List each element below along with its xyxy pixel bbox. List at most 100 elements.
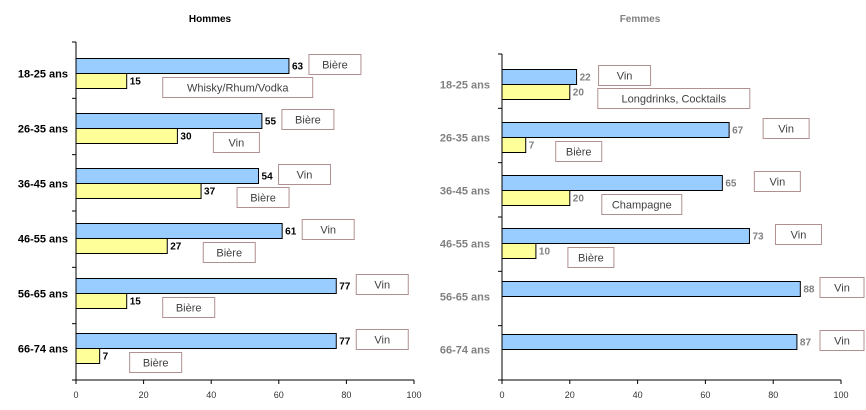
annotation-label: Vin [229,138,245,150]
annotation-box [202,242,256,263]
bar [75,348,101,364]
data-label: 67 [732,126,744,137]
annotation-label: Bière [143,358,169,370]
panel-title: Hommes [189,14,232,25]
data-label: 15 [130,297,142,308]
bar [75,183,202,199]
annotation-box [819,330,865,351]
data-label: 20 [573,88,585,99]
data-label: 77 [339,282,351,293]
bar [75,278,337,294]
annotation-box [567,247,615,268]
data-label: 88 [803,285,815,296]
category-label: 56-65 ans [18,289,68,301]
annotation-label: Vin [769,177,785,189]
bar [501,190,571,206]
bar [501,228,750,244]
annotation-box [129,352,183,373]
annotation-box [598,65,652,86]
data-label: 77 [339,337,351,348]
category-label: 66-74 ans [18,344,68,356]
annotation-label: Vin [834,283,850,295]
category-label: 46-55 ans [18,234,68,246]
category-label: 36-45 ans [440,186,490,198]
category-label: 18-25 ans [440,80,490,92]
data-label: 30 [180,132,192,143]
annotation-label: Bière [216,248,242,260]
annotation-box [555,141,603,162]
bar [501,137,527,153]
bar [75,113,263,129]
bar [75,58,290,74]
category-label: 26-35 ans [440,133,490,145]
category-label: 66-74 ans [440,345,490,357]
annotation-label: Vin [374,335,390,347]
annotation-label: Vin [617,71,633,83]
data-label: 65 [725,179,737,190]
annotation-box [278,164,332,185]
bar [501,69,578,85]
annotation-box [753,171,801,192]
x-tick-label: 20 [565,390,575,400]
panel-title: Femmes [620,14,661,25]
annotation-box [162,77,314,98]
annotation-label: Vin [320,225,336,237]
annotation-box [236,187,290,208]
bar [501,175,723,191]
annotation-label: Bière [250,193,276,205]
annotation-label: Champagne [612,200,672,212]
annotation-label: Vin [834,336,850,348]
data-label: 63 [292,62,304,73]
data-label: 20 [573,194,585,205]
data-label: 55 [265,117,277,128]
annotation-box [355,274,409,295]
annotation-label: Bière [322,60,348,72]
data-label: 87 [800,338,812,349]
annotation-label: Vin [374,280,390,292]
bar [75,73,128,89]
annotation-label: Bière [295,115,321,127]
annotation-box [819,277,865,298]
annotation-label: Vin [297,170,313,182]
data-label: 54 [262,172,274,183]
x-tick-label: 40 [633,390,643,400]
category-label: 18-25 ans [18,69,68,81]
annotation-label: Whisky/Rhum/Vodka [187,83,289,95]
data-label: 61 [285,227,297,238]
annotation-label: Longdrinks, Cocktails [622,94,727,106]
data-label: 27 [170,242,182,253]
x-tick-label: 100 [833,390,848,400]
annotation-box [774,224,822,245]
data-label: 7 [103,352,109,363]
x-tick-label: 60 [274,390,284,400]
bar [75,128,178,144]
bar [75,223,283,239]
annotation-box [762,118,810,139]
x-tick-label: 80 [341,390,351,400]
annotation-box [301,219,355,240]
annotation-box [212,132,260,153]
bar [75,168,260,184]
annotation-box [597,88,751,109]
annotation-box [355,329,409,350]
x-tick-label: 20 [139,390,149,400]
annotation-box [162,297,216,318]
bar [75,238,168,254]
annotation-box [308,54,362,75]
annotation-box [601,194,683,215]
x-tick-label: 100 [406,390,421,400]
annotation-label: Vin [778,124,794,136]
category-label: 56-65 ans [440,292,490,304]
category-label: 26-35 ans [18,124,68,136]
annotation-label: Vin [791,230,807,242]
data-label: 7 [529,141,535,152]
x-tick-label: 0 [499,390,504,400]
category-label: 46-55 ans [440,239,490,251]
x-tick-label: 80 [768,390,778,400]
data-label: 10 [539,247,551,258]
annotation-label: Bière [566,147,592,159]
bar [501,122,730,138]
annotation-label: Bière [578,253,604,265]
data-label: 22 [580,73,592,84]
